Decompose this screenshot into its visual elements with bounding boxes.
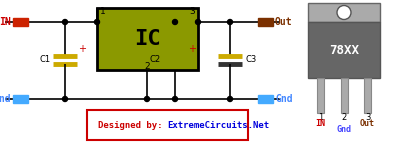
Text: 2: 2 <box>341 113 347 122</box>
Text: Gnd: Gnd <box>337 125 351 135</box>
Text: 2: 2 <box>144 62 150 71</box>
Text: 1: 1 <box>100 7 106 16</box>
Text: 3: 3 <box>189 7 195 16</box>
Bar <box>258 95 273 103</box>
Text: Gnd: Gnd <box>0 94 11 104</box>
Text: C3: C3 <box>245 56 256 65</box>
Circle shape <box>172 19 177 24</box>
Bar <box>13 18 28 26</box>
Circle shape <box>145 97 150 101</box>
Bar <box>364 78 371 113</box>
Bar <box>13 95 28 103</box>
Text: Designed by:: Designed by: <box>98 121 168 130</box>
Circle shape <box>62 97 67 101</box>
Bar <box>87 110 248 140</box>
Circle shape <box>172 97 177 101</box>
Circle shape <box>195 19 201 24</box>
Circle shape <box>228 97 233 101</box>
Text: 3: 3 <box>365 113 370 122</box>
Bar <box>317 78 324 113</box>
Bar <box>308 3 380 22</box>
Bar <box>308 22 380 78</box>
Text: C1: C1 <box>40 56 51 65</box>
Text: +: + <box>78 44 86 54</box>
Text: +: + <box>188 44 196 54</box>
Text: C2: C2 <box>150 56 161 65</box>
Text: Out: Out <box>275 17 293 27</box>
Text: ExtremeCircuits.Net: ExtremeCircuits.Net <box>168 121 270 130</box>
Circle shape <box>94 19 100 24</box>
Text: 1: 1 <box>318 113 323 122</box>
Text: IC: IC <box>134 29 161 49</box>
Text: 78XX: 78XX <box>329 43 359 57</box>
Text: IN: IN <box>316 119 326 128</box>
Bar <box>341 78 347 113</box>
Circle shape <box>228 19 233 24</box>
Circle shape <box>62 19 67 24</box>
Text: IN: IN <box>0 17 11 27</box>
Circle shape <box>337 5 351 19</box>
Bar <box>97 8 198 70</box>
Text: Gnd: Gnd <box>275 94 293 104</box>
Text: Out: Out <box>360 119 375 128</box>
Bar <box>258 18 273 26</box>
